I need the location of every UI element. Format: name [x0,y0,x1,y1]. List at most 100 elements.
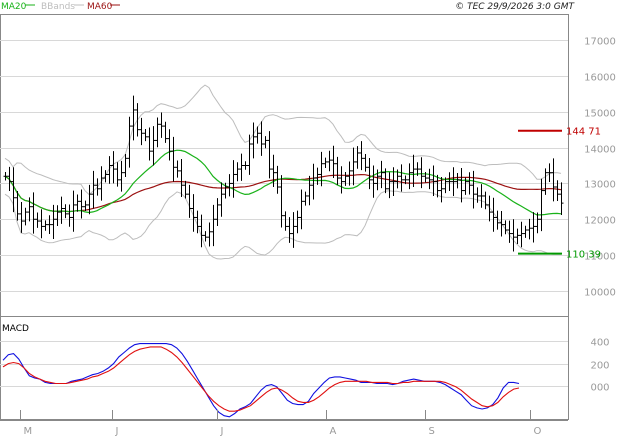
price-bar [539,178,544,232]
price-bar [39,209,44,239]
price-bar [519,221,524,248]
price-bar [23,207,28,226]
price-bar [491,197,496,232]
price-bar [343,171,348,186]
price-y-tick-label: 16000 [584,73,616,84]
price-bar [299,189,304,230]
price-bar [559,182,564,215]
price-bar [7,166,12,191]
price-bar [483,191,488,210]
price-bar [507,220,512,243]
price-bar [367,157,372,190]
price-bar [167,129,172,161]
price-bar [515,228,520,244]
price-bar [95,178,100,196]
price-bar [427,168,432,190]
macd-panel-frame [0,316,569,420]
price-bar [79,189,84,219]
price-bar [171,136,176,182]
price-bar [31,192,36,234]
price-bar [151,126,156,166]
price-bar [3,171,8,181]
price-bar [175,160,180,178]
price-bar [355,146,360,169]
price-bars [3,95,564,252]
price-bar [107,156,112,184]
macd-lines [2,343,520,418]
month-tick-label: M [24,426,33,437]
price-bar [471,170,476,209]
price-bar [439,176,444,203]
price-y-axis: 10000 11000 12000 13000 14000 15000 16000 17000 [584,37,616,299]
price-bar [443,177,448,194]
price-bar [163,121,168,143]
price-bar [15,190,20,221]
price-bar [327,150,332,172]
price-bar [19,202,24,233]
price-bar [523,225,528,238]
macd-panel: MACD 000 200 400 [0,316,610,420]
price-bar [391,167,396,196]
price-bar [371,165,376,198]
price-bar [375,169,380,191]
macd-series-signal-line [2,346,520,412]
price-bar [271,154,276,187]
price-y-tick-label: 12000 [584,216,616,227]
price-bar [319,151,324,187]
macd-y-tick-label: 400 [590,338,609,349]
price-bar [235,162,240,182]
price-bar [191,194,196,232]
month-tick-label: J [115,426,119,437]
price-bar [179,159,184,198]
price-bar [447,172,452,191]
price-bar [219,182,224,217]
price-bar [419,157,424,189]
price-bar [131,95,136,141]
macd-grid [0,341,568,387]
price-bar [311,163,316,200]
price-bar [331,145,336,179]
legend-ma20-label: MA20 [1,2,27,12]
month-tick-label: A [330,426,337,437]
price-bar [247,134,252,175]
ma60-line [4,173,562,213]
price-bar [527,218,532,240]
macd-y-axis: 000 200 400 [590,338,609,394]
price-bar [475,187,480,203]
price-bar [431,165,436,196]
month-tick-label: O [534,426,542,437]
support-label: 110 39 [566,250,601,261]
price-bar [223,182,228,199]
price-bar [283,211,288,231]
price-bar [395,169,400,189]
price-bar [555,180,560,201]
price-bar [59,196,64,224]
price-bar [75,194,80,212]
legend-bbands-label: BBands [41,2,75,12]
price-bar [143,128,148,142]
price-levels: 144 71 110 39 [518,127,601,261]
ma20-line [4,149,562,216]
price-bar [243,161,248,170]
price-bar [43,220,48,231]
price-bar [215,198,220,227]
price-bar [403,175,408,185]
price-bar [263,136,268,149]
price-bar [203,231,208,242]
price-bar [339,166,344,194]
macd-y-tick-label: 000 [590,383,609,394]
price-bar [551,158,556,202]
price-bar [479,184,484,208]
price-bar [115,162,120,187]
price-bar [307,175,312,206]
price-bar [211,204,216,247]
price-bar [303,191,308,206]
price-bar [423,171,428,183]
price-bar [47,215,52,234]
price-bar [407,163,412,190]
price-bar [67,204,72,227]
price-bar [415,162,420,176]
price-bar [287,217,292,243]
price-bar [103,170,108,183]
price-bar [503,220,508,235]
